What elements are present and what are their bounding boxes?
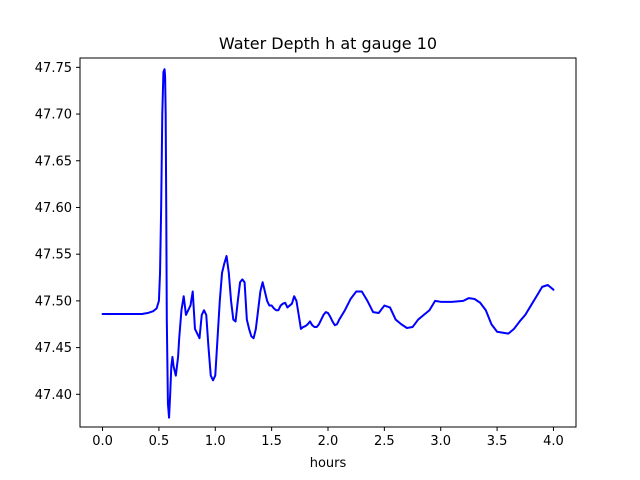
x-tick-label: 2.5 — [374, 434, 395, 449]
x-tick-label: 0.5 — [149, 434, 170, 449]
series-line-water-depth — [101, 68, 555, 419]
x-tick-label: 0.0 — [92, 434, 113, 449]
x-axis-ticks: 0.0 0.5 1.0 1.5 2.0 2.5 3.0 3.5 4.0 — [92, 427, 564, 449]
x-tick-label: 4.0 — [543, 434, 564, 449]
x-tick-label: 1.5 — [261, 434, 282, 449]
x-axis-label: hours — [310, 456, 347, 471]
y-tick-label: 47.45 — [35, 341, 72, 356]
y-tick-label: 47.60 — [35, 201, 72, 216]
y-axis-ticks: 47.40 47.45 47.50 47.55 47.60 47.65 47.70 47.75 — [35, 61, 80, 403]
y-tick-label: 47.75 — [35, 61, 72, 76]
chart-title: Water Depth h at gauge 10 — [219, 34, 437, 53]
y-tick-label: 47.55 — [35, 248, 72, 263]
y-tick-label: 47.65 — [35, 154, 72, 169]
x-tick-label: 1.0 — [205, 434, 226, 449]
y-tick-label: 47.70 — [35, 108, 72, 123]
plot-area-frame — [79, 57, 577, 428]
y-tick-label: 47.50 — [35, 294, 72, 309]
x-tick-label: 3.0 — [430, 434, 451, 449]
y-tick-label: 47.40 — [35, 388, 72, 403]
x-tick-label: 2.0 — [318, 434, 339, 449]
x-tick-label: 3.5 — [487, 434, 508, 449]
